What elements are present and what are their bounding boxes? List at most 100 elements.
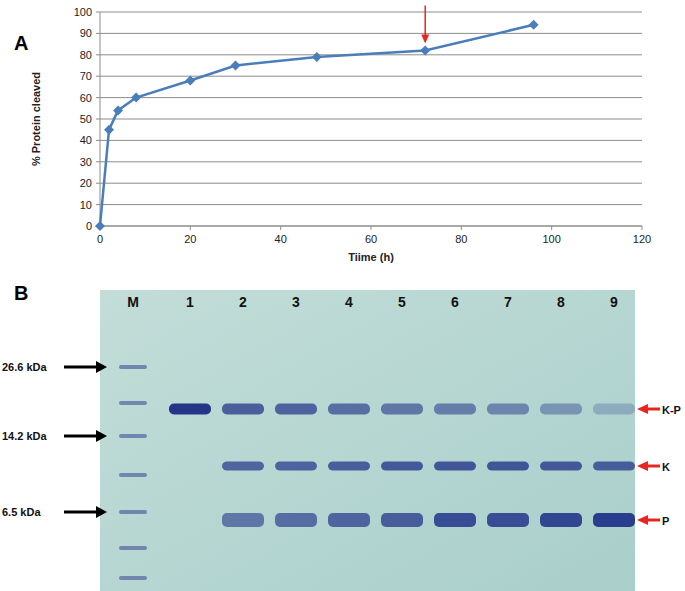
band (275, 513, 317, 527)
marker (185, 75, 195, 85)
ladder-band (119, 434, 147, 438)
band (593, 404, 635, 415)
tick-label: 30 (80, 156, 92, 168)
line (100, 25, 534, 226)
marker (131, 93, 141, 103)
band (275, 404, 317, 415)
tick (96, 161, 100, 162)
plot-area (95, 20, 539, 231)
panel-label: B (14, 282, 28, 304)
marker-arrow (64, 511, 98, 514)
band-arrow (647, 465, 660, 468)
band (434, 462, 476, 471)
band (381, 462, 423, 471)
grid-line (100, 204, 642, 205)
tick-label: 20 (80, 177, 92, 189)
marker-arrow (64, 366, 98, 369)
tick (96, 183, 100, 184)
band (487, 404, 529, 415)
y-axis (100, 12, 101, 226)
band (487, 513, 529, 527)
lane-label: 4 (345, 294, 353, 310)
band (328, 404, 370, 415)
tick (96, 204, 100, 205)
lane-label: 2 (239, 294, 247, 310)
marker-arrowhead (96, 361, 107, 373)
ladder-band (119, 546, 147, 550)
tick-label: 70 (80, 70, 92, 82)
band (540, 513, 582, 527)
tick-label: 40 (275, 233, 287, 245)
tick-label: 100 (542, 233, 560, 245)
band-label: K-P (662, 404, 681, 416)
band-arrowhead (637, 404, 648, 414)
tick (280, 226, 281, 230)
tick-label: 60 (365, 233, 377, 245)
lane-label: 7 (504, 294, 512, 310)
marker-label: 26.6 kDa (2, 361, 48, 373)
band (222, 404, 264, 415)
band (275, 462, 317, 471)
tick-label: 0 (97, 233, 103, 245)
grid-line (100, 140, 642, 141)
ladder-band (119, 473, 147, 477)
band-arrow (647, 408, 660, 411)
grid-line (100, 97, 642, 98)
marker-label: 6.5 kDa (2, 506, 41, 518)
lane-label: 3 (292, 294, 300, 310)
figure: AB0102030405060708090100020406080100120T… (0, 0, 685, 591)
band (593, 462, 635, 471)
band (328, 462, 370, 471)
marker (104, 125, 114, 135)
band (487, 462, 529, 471)
grid-line (100, 183, 642, 184)
grid-line (100, 12, 642, 13)
marker-label: 14.2 kDa (2, 430, 48, 442)
band (434, 404, 476, 415)
band-label: K (662, 461, 670, 473)
x-axis-title: Tiime (h) (348, 251, 394, 263)
marker-arrow (64, 435, 98, 438)
tick (96, 140, 100, 141)
marker (529, 20, 539, 30)
marker (231, 61, 241, 71)
tick (96, 33, 100, 34)
marker-arrowhead (96, 506, 107, 518)
band-label: P (662, 515, 669, 527)
grid-line (100, 161, 642, 162)
tick-label: 20 (184, 233, 196, 245)
tick-label: 60 (80, 92, 92, 104)
band-arrowhead (637, 515, 648, 525)
lane-label: 1 (186, 294, 194, 310)
tick-label: 80 (80, 49, 92, 61)
band-arrow (647, 519, 660, 522)
band (381, 404, 423, 415)
ladder-band (119, 510, 147, 514)
y-axis-title: % Protein cleaved (30, 72, 42, 166)
tick (461, 226, 462, 230)
band (328, 513, 370, 527)
band (434, 513, 476, 527)
tick (190, 226, 191, 230)
grid-line (100, 226, 642, 227)
ladder-band (119, 401, 147, 405)
annotation-arrowhead (421, 35, 429, 44)
tick-label: 50 (80, 113, 92, 125)
band (381, 513, 423, 527)
tick-label: 0 (86, 220, 92, 232)
grid-line (100, 119, 642, 120)
band (169, 404, 211, 415)
band (222, 462, 264, 471)
band (593, 513, 635, 527)
lane-label: 9 (610, 294, 618, 310)
marker-arrowhead (96, 430, 107, 442)
band-arrowhead (637, 461, 648, 471)
x-axis (100, 226, 642, 227)
tick-label: 10 (80, 199, 92, 211)
tick (96, 12, 100, 13)
band (222, 513, 264, 527)
marker (95, 221, 105, 231)
tick (96, 97, 100, 98)
tick-label: 120 (633, 233, 651, 245)
tick-label: 100 (74, 6, 92, 18)
